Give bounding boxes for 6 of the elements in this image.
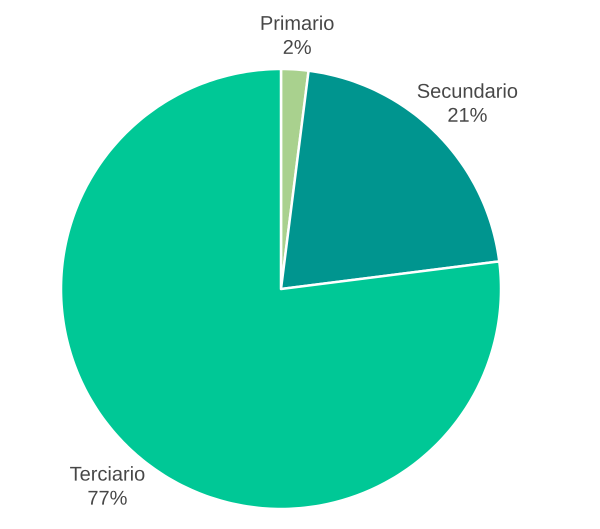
- data-label: 21%: [448, 108, 487, 122]
- data-label: 77%: [88, 490, 127, 505]
- data-label: 2%: [284, 40, 311, 54]
- slice-label: Secundario: [418, 83, 518, 98]
- slice-label: Terciario: [70, 466, 144, 481]
- slice-label: Primario: [262, 15, 334, 30]
